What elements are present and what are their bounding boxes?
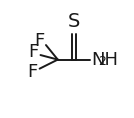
Text: F: F xyxy=(27,63,38,81)
Text: S: S xyxy=(68,12,80,31)
Text: F: F xyxy=(28,43,38,61)
Text: NH: NH xyxy=(91,51,118,69)
Text: F: F xyxy=(34,32,45,50)
Text: 2: 2 xyxy=(98,55,106,68)
